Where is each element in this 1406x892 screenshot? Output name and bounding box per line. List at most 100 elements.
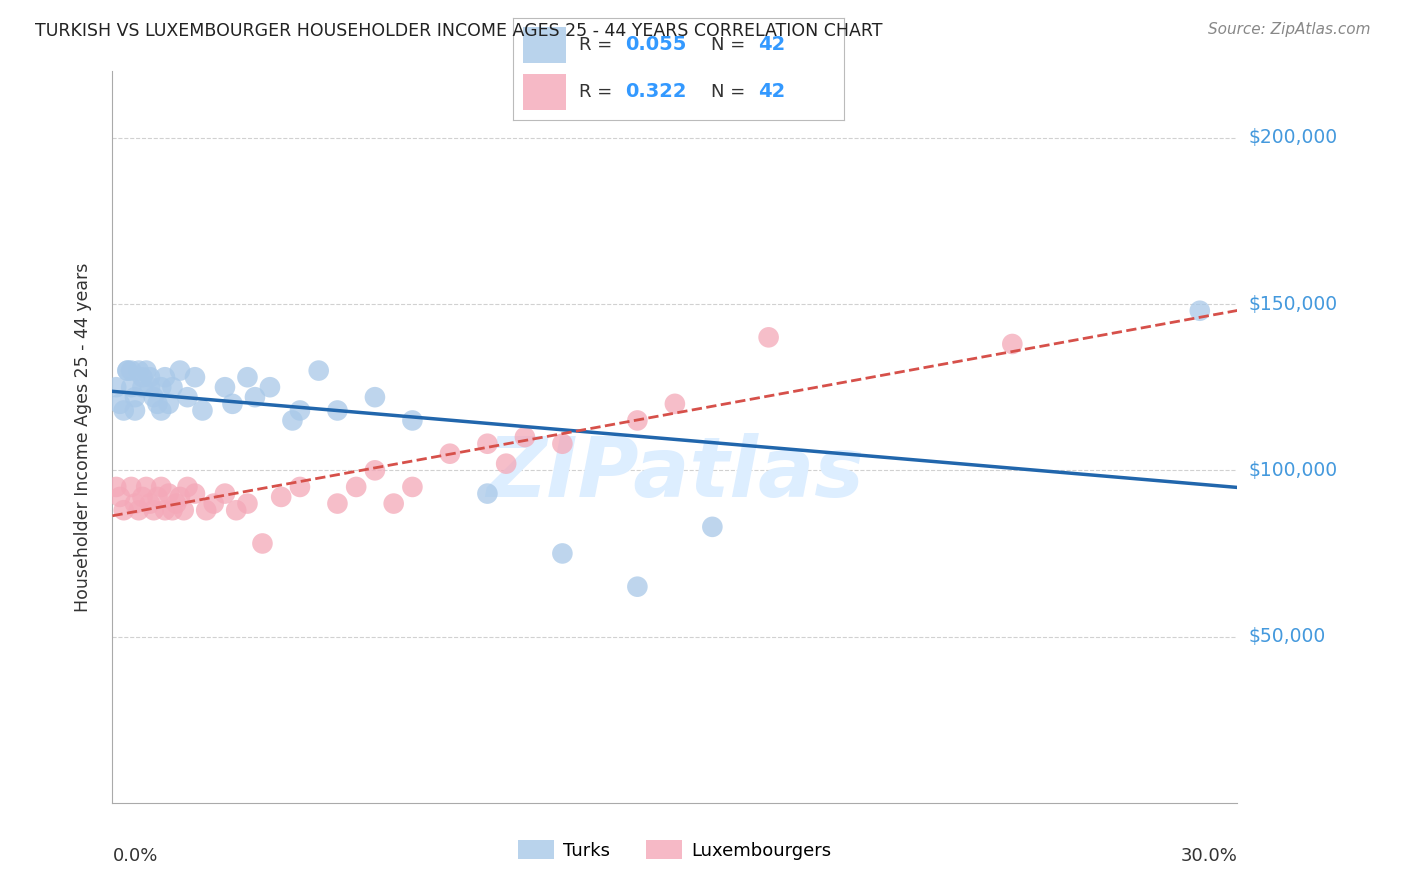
Text: 42: 42: [758, 82, 785, 101]
Point: [124, 403, 146, 417]
Point: [326, 403, 349, 417]
Text: 30.0%: 30.0%: [1181, 847, 1237, 864]
Point: [477, 436, 499, 450]
Text: $50,000: $50,000: [1249, 627, 1326, 646]
Point: [1001, 337, 1024, 351]
Point: [165, 497, 187, 511]
Point: [243, 390, 266, 404]
Point: [281, 413, 304, 427]
Point: [131, 380, 153, 394]
Text: ZIPatlas: ZIPatlas: [486, 434, 863, 514]
Point: [364, 390, 387, 404]
Point: [120, 363, 142, 377]
Text: N =: N =: [711, 83, 751, 101]
Point: [146, 397, 169, 411]
Point: [364, 463, 387, 477]
Point: [184, 370, 207, 384]
Point: [173, 503, 195, 517]
Point: [150, 403, 173, 417]
Point: [124, 497, 146, 511]
Text: $150,000: $150,000: [1249, 294, 1337, 314]
Point: [195, 503, 218, 517]
Point: [513, 430, 536, 444]
Point: [214, 486, 236, 500]
Text: $100,000: $100,000: [1249, 461, 1337, 480]
Point: [288, 403, 311, 417]
Point: [202, 497, 225, 511]
Point: [131, 490, 153, 504]
FancyBboxPatch shape: [523, 27, 567, 63]
Point: [135, 363, 157, 377]
Point: [184, 486, 207, 500]
Point: [702, 520, 724, 534]
Point: [1188, 303, 1211, 318]
Point: [401, 480, 423, 494]
Point: [157, 486, 180, 500]
Point: [225, 503, 247, 517]
Point: [252, 536, 274, 550]
Point: [139, 380, 162, 394]
Point: [150, 380, 173, 394]
Point: [131, 370, 153, 384]
Point: [150, 480, 173, 494]
Point: [153, 503, 176, 517]
Point: [157, 397, 180, 411]
Point: [153, 370, 176, 384]
Point: [214, 380, 236, 394]
Point: [270, 490, 292, 504]
Point: [162, 380, 184, 394]
Text: R =: R =: [579, 36, 619, 54]
Point: [191, 403, 214, 417]
Point: [142, 503, 165, 517]
Point: [124, 390, 146, 404]
Point: [551, 546, 574, 560]
Point: [626, 580, 648, 594]
Point: [120, 480, 142, 494]
Legend: Turks, Luxembourgers: Turks, Luxembourgers: [510, 832, 839, 867]
Point: [176, 390, 198, 404]
Point: [664, 397, 686, 411]
Y-axis label: Householder Income Ages 25 - 44 years: Householder Income Ages 25 - 44 years: [73, 262, 91, 612]
Point: [495, 457, 517, 471]
Point: [139, 370, 162, 384]
Text: 42: 42: [758, 35, 785, 54]
Point: [128, 363, 150, 377]
Point: [308, 363, 330, 377]
Point: [142, 390, 165, 404]
Point: [120, 380, 142, 394]
Point: [117, 363, 139, 377]
Text: $200,000: $200,000: [1249, 128, 1337, 147]
Point: [117, 363, 139, 377]
Point: [105, 480, 128, 494]
Point: [758, 330, 780, 344]
Point: [382, 497, 405, 511]
Point: [551, 436, 574, 450]
Point: [176, 480, 198, 494]
Point: [477, 486, 499, 500]
Point: [236, 370, 259, 384]
Point: [162, 503, 184, 517]
Point: [128, 503, 150, 517]
Point: [108, 490, 131, 504]
Point: [401, 413, 423, 427]
Point: [108, 397, 131, 411]
Point: [326, 497, 349, 511]
Point: [288, 480, 311, 494]
Point: [135, 480, 157, 494]
Point: [112, 403, 135, 417]
Text: Source: ZipAtlas.com: Source: ZipAtlas.com: [1208, 22, 1371, 37]
Text: N =: N =: [711, 36, 751, 54]
Point: [259, 380, 281, 394]
Text: R =: R =: [579, 83, 619, 101]
Text: 0.055: 0.055: [626, 35, 688, 54]
Point: [344, 480, 367, 494]
Point: [236, 497, 259, 511]
Point: [105, 380, 128, 394]
Text: 0.0%: 0.0%: [112, 847, 157, 864]
Point: [112, 503, 135, 517]
Point: [439, 447, 461, 461]
Point: [169, 363, 191, 377]
FancyBboxPatch shape: [523, 74, 567, 110]
Point: [146, 490, 169, 504]
Point: [221, 397, 243, 411]
